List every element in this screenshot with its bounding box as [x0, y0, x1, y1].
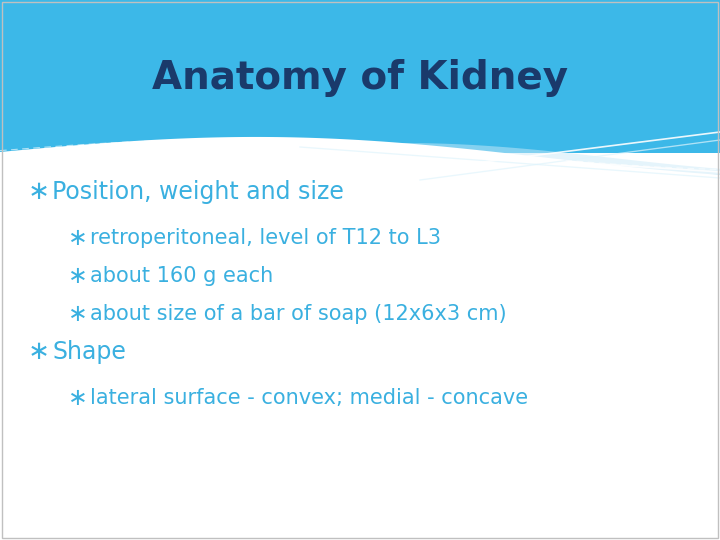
Text: ∗: ∗ [28, 179, 50, 205]
Text: lateral surface - convex; medial - concave: lateral surface - convex; medial - conca… [90, 388, 528, 408]
Text: Anatomy of Kidney: Anatomy of Kidney [152, 59, 568, 97]
Text: ∗: ∗ [68, 302, 88, 326]
Text: ∗: ∗ [28, 339, 50, 365]
Text: Shape: Shape [52, 340, 126, 364]
Text: about 160 g each: about 160 g each [90, 266, 274, 286]
Text: retroperitoneal, level of T12 to L3: retroperitoneal, level of T12 to L3 [90, 228, 441, 248]
Bar [0, 0, 720, 153]
Polygon shape [300, 143, 720, 270]
Polygon shape [0, 154, 720, 270]
Text: ∗: ∗ [68, 386, 88, 410]
Polygon shape [0, 137, 720, 270]
Text: ∗: ∗ [68, 226, 88, 250]
Text: about size of a bar of soap (12x6x3 cm): about size of a bar of soap (12x6x3 cm) [90, 304, 507, 324]
Text: Position, weight and size: Position, weight and size [52, 180, 344, 204]
Text: ∗: ∗ [68, 264, 88, 288]
